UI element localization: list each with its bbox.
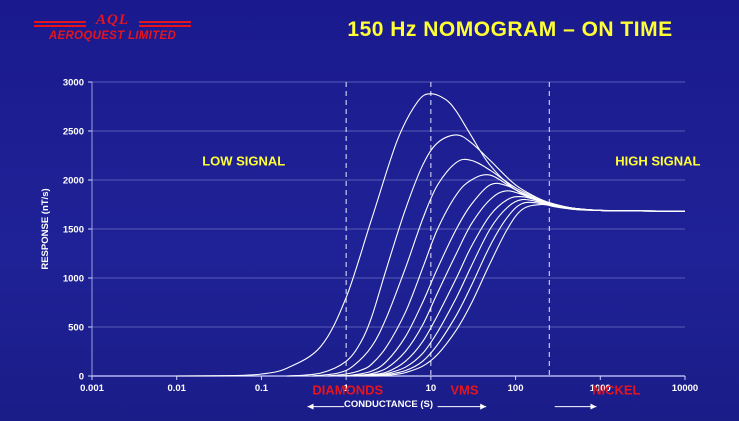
response-curve (346, 190, 686, 377)
response-curve (352, 195, 686, 377)
y-tick-label: 500 (68, 323, 84, 334)
x-tick-label: 1 (343, 383, 349, 394)
y-tick-label: 1000 (63, 274, 84, 285)
x-tick-label: 100 (508, 383, 524, 394)
logo-bar (139, 25, 191, 27)
x-tick-label: 1000 (590, 383, 611, 394)
x-tick-label: 0.001 (80, 383, 104, 394)
y-axis-label: RESPONSE (nT/s) (40, 188, 51, 269)
y-tick-label: 3000 (63, 78, 84, 89)
y-tick-label: 2500 (63, 127, 84, 138)
response-curve (363, 201, 686, 377)
x-tick-label: 0.01 (167, 383, 186, 394)
x-tick-label: 0.1 (255, 383, 269, 394)
y-tick-label: 0 (79, 372, 84, 383)
x-tick-label: 10 (426, 383, 437, 394)
logo-bar (139, 21, 191, 23)
deposit-label: DIAMONDS (312, 383, 383, 398)
company-logo: AQL AEROQUEST LIMITED (30, 12, 195, 48)
deposit-label: VMS (450, 383, 479, 398)
region-label: LOW SIGNAL (202, 153, 285, 168)
logo-bar (34, 25, 86, 27)
x-tick-label: 10000 (672, 383, 698, 394)
logo-company: AEROQUEST LIMITED (48, 30, 177, 42)
response-curve (312, 158, 686, 377)
response-curve (367, 203, 686, 377)
x-axis-label: CONDUCTANCE (S) (344, 399, 433, 410)
logo-bar (34, 21, 86, 23)
response-curve (327, 174, 686, 377)
deposit-label: NICKEL (592, 383, 640, 398)
y-tick-label: 2000 (63, 176, 84, 187)
logo-brand: AQL (96, 12, 129, 28)
region-label: HIGH SIGNAL (615, 153, 700, 168)
y-tick-label: 1500 (63, 225, 84, 236)
chart-title: 150 Hz NOMOGRAM – ON TIME (347, 18, 673, 41)
